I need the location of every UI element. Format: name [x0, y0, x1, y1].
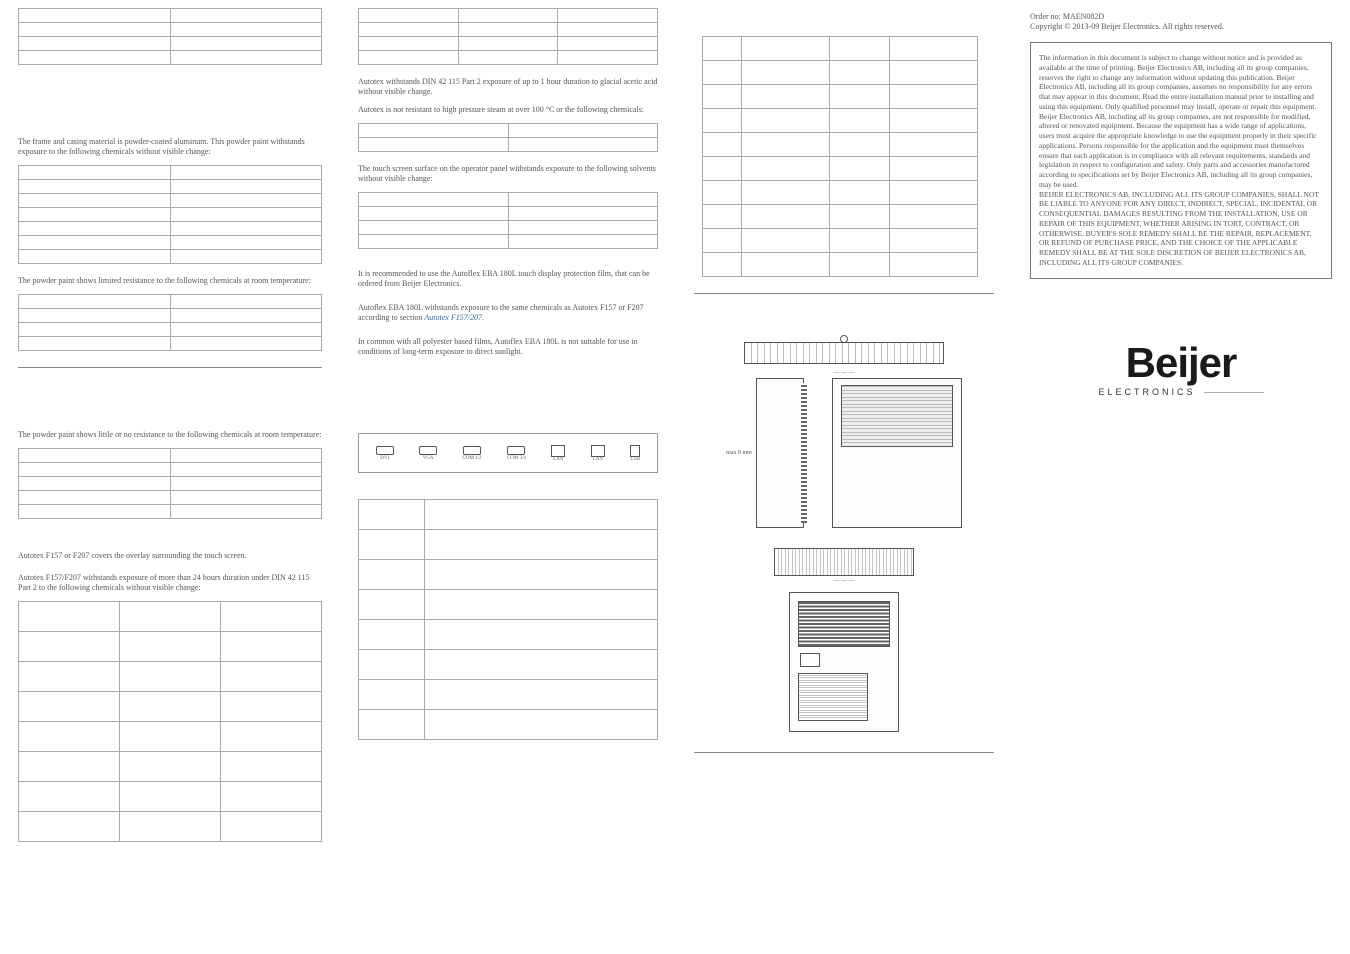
para-sunlight: In common with all polyester based films…: [358, 337, 658, 357]
para-autotex-cover: Autotex F157 or F207 covers the overlay …: [18, 551, 322, 561]
td-label: COM 3/4: [507, 456, 526, 461]
table-c1-3: [18, 294, 322, 351]
drawing-side-view: [756, 378, 804, 528]
table-c1-1: [18, 8, 322, 65]
table-c1-4: [18, 448, 322, 519]
para-glacial: Autotex withstands DIN 42 115 Part 2 exp…: [358, 77, 658, 97]
para-limited: The powder paint shows limited resistanc…: [18, 276, 322, 286]
connector-drawing: DVI VGA COM 1/2 COM 3/4 LAN LAN USB: [358, 433, 658, 473]
para-touch: The touch screen surface on the operator…: [358, 164, 658, 184]
drawing-front-view: [832, 378, 962, 528]
beijer-logo: Beijer ELECTRONICS: [1030, 339, 1332, 397]
drawing-inner-view: [789, 592, 899, 732]
td-label: COM 1/2: [463, 456, 482, 461]
copyright: Copyright © 2013-09 Beijer Electronics. …: [1030, 22, 1332, 32]
td-label: LAN: [593, 457, 603, 462]
table-c3-1: [702, 36, 978, 277]
divider: [18, 367, 322, 368]
column-2: Autotex withstands DIN 42 115 Part 2 exp…: [340, 0, 676, 954]
column-1: The frame and casing material is powder-…: [0, 0, 340, 954]
column-4: Order no: MAEN082D Copyright © 2013-09 B…: [1012, 0, 1350, 954]
link-autotex[interactable]: Autotex F157/207: [424, 313, 482, 322]
page-root: The frame and casing material is powder-…: [0, 0, 1350, 954]
max-thickness-label: max 8 mm: [726, 450, 752, 456]
table-c2-3: [358, 192, 658, 249]
para-autotex-withstand: Autotex F157/F207 withstands exposure of…: [18, 573, 322, 593]
table-c1-5: [18, 601, 322, 842]
dim-label: — — —: [834, 370, 855, 376]
logo-main-text: Beijer: [1030, 339, 1332, 387]
table-c2-1: [358, 8, 658, 65]
para-autoflex-rec: It is recommended to use the Autoflex EB…: [358, 269, 658, 289]
order-no: Order no: MAEN082D: [1030, 12, 1332, 22]
legal-paragraph-1: The information in this document is subj…: [1039, 53, 1317, 189]
column-3: — — — max 8 mm — — —: [676, 0, 1012, 954]
drawing-controller-icon: [800, 653, 820, 667]
table-c1-2: [18, 165, 322, 264]
para-none: The powder paint shows little or no resi…: [18, 430, 322, 440]
td-label: VGA: [423, 456, 434, 461]
drawing-slim-top: [774, 548, 914, 576]
legal-paragraph-2: BEIJER ELECTRONICS AB, INCLUDING ALL ITS…: [1039, 190, 1319, 267]
legal-box: The information in this document is subj…: [1030, 42, 1332, 279]
logo-sub-text: ELECTRONICS: [1098, 387, 1195, 397]
divider: [694, 293, 994, 294]
dim-label: — — —: [834, 578, 855, 584]
para-steam: Autotex is not resistant to high pressur…: [358, 105, 658, 115]
divider: [694, 752, 994, 753]
product-drawings: — — — max 8 mm — — —: [694, 342, 994, 732]
td-label: USB: [630, 457, 640, 462]
td-label: DVI: [380, 456, 389, 461]
table-c2-2: [358, 123, 658, 152]
table-c2-4: [358, 499, 658, 740]
para-autoflex-same: Autoflex EBA 180L withstands exposure to…: [358, 303, 658, 323]
td-label: LAN: [553, 457, 563, 462]
para-casing: The frame and casing material is powder-…: [18, 137, 322, 157]
logo-line: [1204, 392, 1264, 393]
autoflex-same-text: Autoflex EBA 180L withstands exposure to…: [358, 303, 644, 322]
drawing-top-view: [744, 342, 944, 364]
